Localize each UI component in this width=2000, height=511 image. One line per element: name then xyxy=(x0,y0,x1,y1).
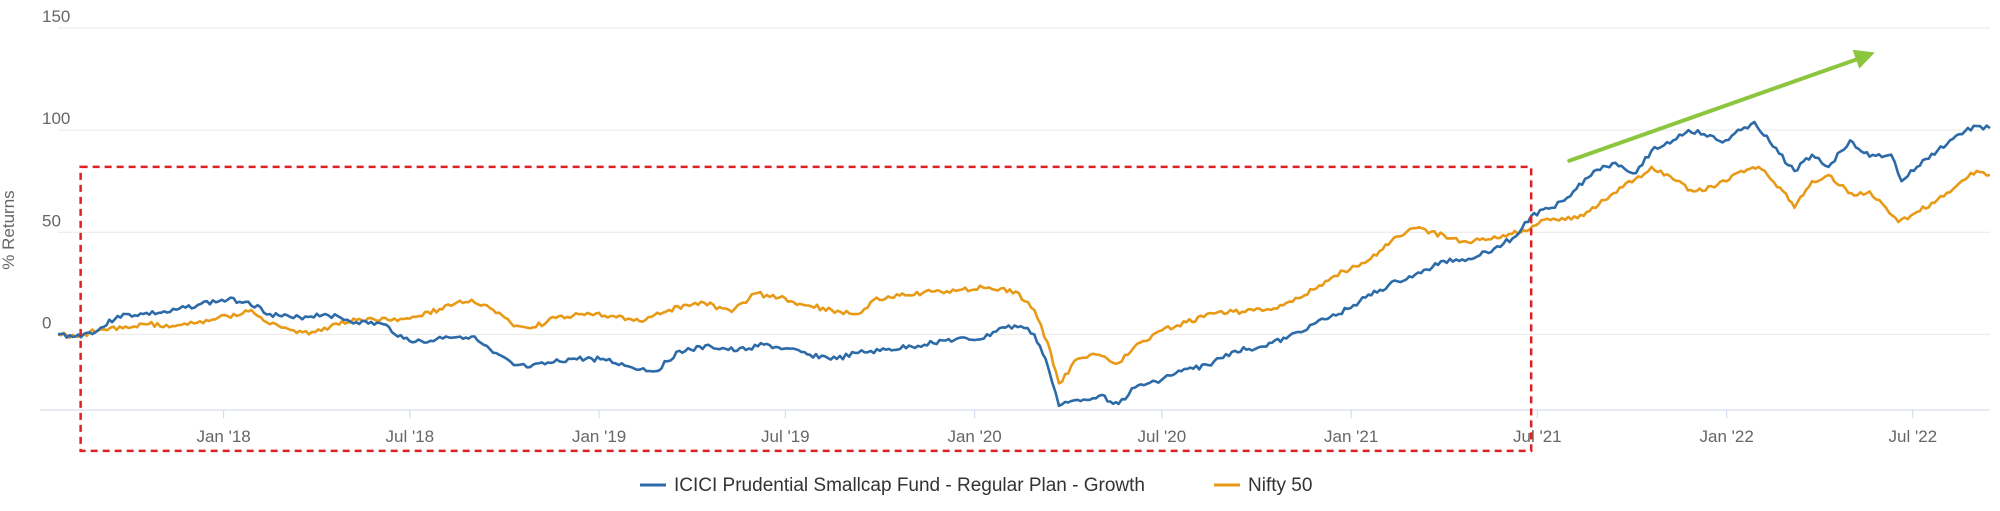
y-tick-label: 150 xyxy=(42,7,70,26)
x-tick-label: Jan '18 xyxy=(196,427,250,446)
x-tick-label: Jan '22 xyxy=(1699,427,1753,446)
x-tick-label: Jan '20 xyxy=(947,427,1001,446)
x-axis-ticks: Jan '18 Jul '18 Jan '19 Jul '19 Jan '20 Jul '… xyxy=(196,410,1937,446)
y-tick-label: 100 xyxy=(42,109,70,128)
y-axis-ticks: 0 50 100 150 xyxy=(42,7,70,332)
trend-arrow-head xyxy=(1852,49,1875,69)
trend-arrow-shaft xyxy=(1567,54,1867,163)
x-tick-label: Jul '20 xyxy=(1138,427,1187,446)
x-tick-label: Jul '21 xyxy=(1513,427,1562,446)
annotations xyxy=(79,49,1875,453)
y-axis-title: % Returns xyxy=(0,190,18,269)
legend-label-nifty-50: Nifty 50 xyxy=(1248,475,1312,496)
grid-lines xyxy=(58,27,1990,335)
x-tick-label: Jul '18 xyxy=(386,427,435,446)
x-tick-label: Jul '19 xyxy=(761,427,810,446)
x-tick-label: Jan '19 xyxy=(572,427,626,446)
y-tick-label: 50 xyxy=(42,211,61,230)
x-tick-label: Jan '21 xyxy=(1324,427,1378,446)
y-tick-label: 0 xyxy=(42,313,51,332)
legend-item-smallcap-fund[interactable]: ICICI Prudential Smallcap Fund - Regular… xyxy=(640,475,1145,496)
series-lines xyxy=(57,120,1991,408)
highlight-dashed-box xyxy=(79,165,1533,453)
legend-item-nifty-50[interactable]: Nifty 50 xyxy=(1214,475,1312,496)
series-line-nifty-50 xyxy=(57,165,1991,385)
legend[interactable]: ICICI Prudential Smallcap Fund - Regular… xyxy=(640,475,1312,496)
x-tick-label: Jul '22 xyxy=(1889,427,1938,446)
legend-label-smallcap-fund: ICICI Prudential Smallcap Fund - Regular… xyxy=(674,475,1145,496)
series-line-smallcap-fund xyxy=(57,120,1991,408)
